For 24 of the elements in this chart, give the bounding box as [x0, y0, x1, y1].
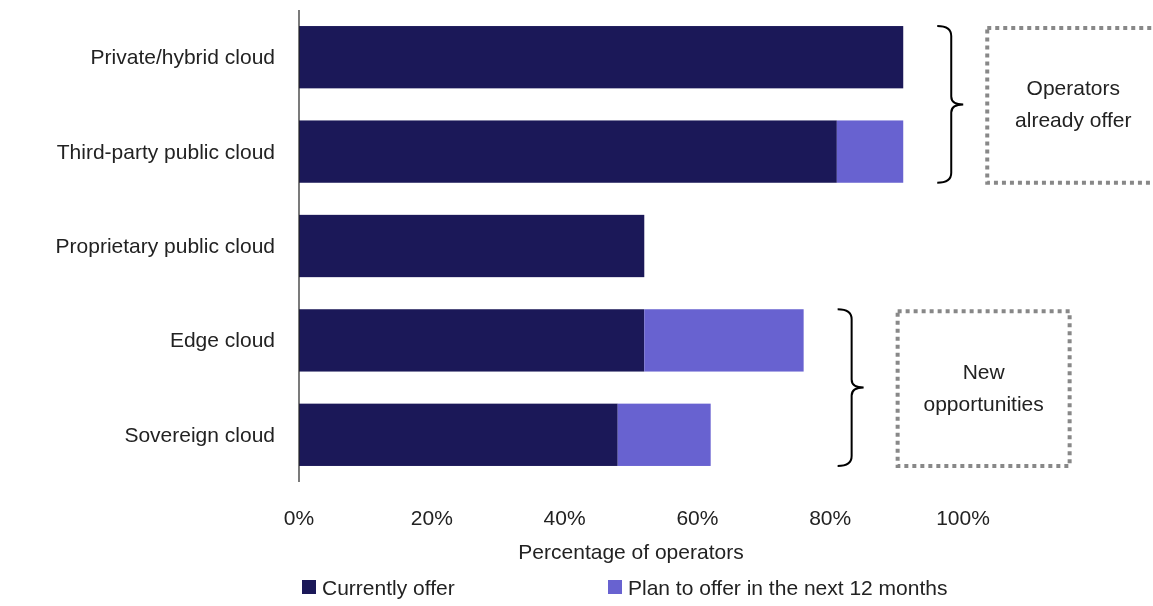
legend-label: Plan to offer in the next 12 months: [628, 576, 948, 599]
x-tick-label: 80%: [809, 506, 852, 529]
bar: [644, 309, 804, 372]
y-tick-label: Edge cloud: [169, 328, 275, 352]
bar: [617, 403, 711, 466]
x-tick-label: 60%: [676, 506, 719, 529]
x-tick-label: 100%: [936, 506, 990, 529]
legend-label: Currently offer: [322, 576, 455, 599]
y-tick-label: Third-party public cloud: [56, 139, 275, 163]
bar: [299, 120, 837, 183]
x-tick-label: 20%: [410, 506, 453, 529]
bar: [299, 26, 904, 89]
x-axis-title: Percentage of operators: [518, 540, 744, 563]
bar: [299, 214, 645, 278]
y-tick-label: Private/hybrid cloud: [90, 45, 275, 69]
annotation: New opportunities: [923, 359, 1044, 415]
y-tick-label: Proprietary public cloud: [55, 234, 275, 257]
x-tick-label: 40%: [543, 506, 586, 529]
bar: [299, 403, 618, 466]
bar: [299, 309, 645, 372]
text: Operators already offer: [1015, 76, 1132, 132]
y-tick-label: Sovereign cloud: [124, 422, 275, 446]
x-tick-label: 0%: [283, 506, 315, 529]
bar: [836, 120, 904, 183]
